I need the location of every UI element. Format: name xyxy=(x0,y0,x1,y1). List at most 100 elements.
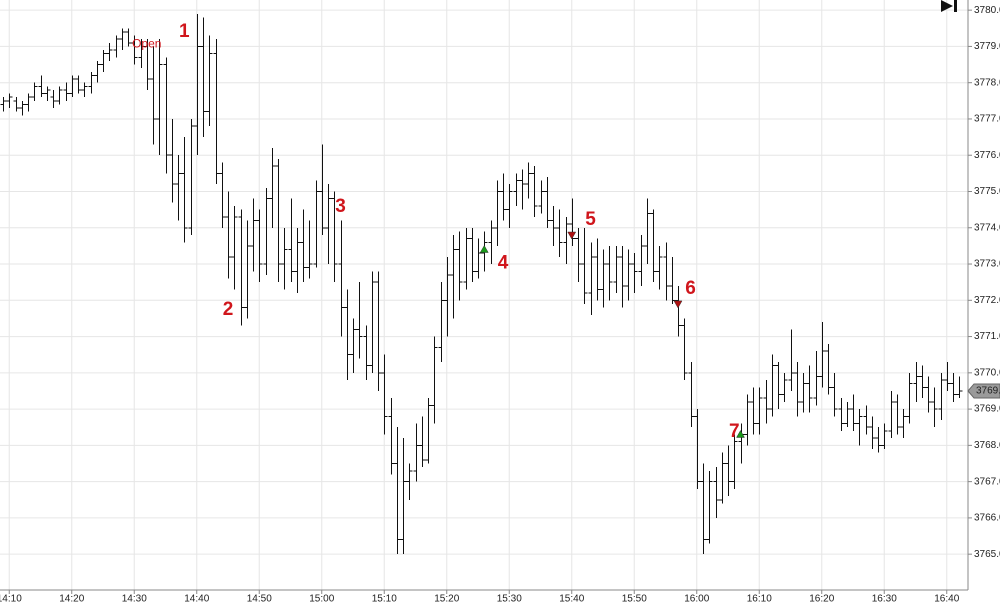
ohlc-bar xyxy=(300,209,307,283)
ohlc-bar xyxy=(900,409,907,439)
ohlc-bar xyxy=(331,191,338,283)
ohlc-bar xyxy=(306,220,313,279)
ohlc-bar xyxy=(775,361,782,410)
ohlc-bar xyxy=(538,180,545,214)
ohlc-bar xyxy=(600,249,607,308)
ohlc-bar xyxy=(494,180,501,246)
ohlc-bar xyxy=(50,89,57,109)
signal-marker xyxy=(479,245,489,253)
ohlc-bar xyxy=(763,380,770,424)
y-tick-label: 3776.0 xyxy=(974,150,1000,161)
ohlc-bar xyxy=(800,372,807,413)
ohlc-bar xyxy=(156,39,163,156)
ohlc-bar xyxy=(725,445,732,497)
ohlc-bar xyxy=(381,354,388,435)
y-tick-label: 3772.0 xyxy=(974,295,1000,306)
ohlc-bar xyxy=(431,336,438,424)
ohlc-bar xyxy=(675,285,682,337)
ohlc-bar xyxy=(144,39,151,90)
ohlc-bar xyxy=(113,35,120,58)
ohlc-bar xyxy=(256,209,263,283)
ohlc-bar xyxy=(438,282,445,362)
ohlc-bar xyxy=(456,231,463,301)
ohlc-bar xyxy=(388,398,395,475)
ohlc-bar xyxy=(956,376,963,399)
ohlc-bar xyxy=(13,97,20,112)
play-icon[interactable] xyxy=(941,0,953,12)
ohlc-bar xyxy=(263,187,270,275)
ohlc-bar xyxy=(406,463,413,500)
signal-marker xyxy=(567,231,577,240)
annotation: 1 xyxy=(179,21,190,42)
x-tick-label: 16:00 xyxy=(684,594,709,605)
ohlc-bar xyxy=(225,191,232,279)
ohlc-bar xyxy=(63,82,70,101)
ohlc-bar xyxy=(781,372,788,402)
ohlc-bar xyxy=(69,75,76,98)
y-tick-label: 3768.0 xyxy=(974,440,1000,451)
end-icon[interactable] xyxy=(954,0,957,12)
ohlc-bar xyxy=(644,198,651,265)
ohlc-bar xyxy=(375,271,382,391)
y-tick-label: 3766.0 xyxy=(974,513,1000,524)
ohlc-bar xyxy=(550,206,557,246)
ohlc-bar xyxy=(425,398,432,464)
ohlc-bar xyxy=(688,361,695,428)
ohlc-bar xyxy=(631,253,638,294)
ohlc-bar xyxy=(325,184,332,265)
x-tick-label: 16:20 xyxy=(809,594,834,605)
ohlc-bar xyxy=(556,209,563,257)
ohlc-bar xyxy=(394,427,401,555)
annotation: 6 xyxy=(685,278,696,299)
signal-marker xyxy=(673,300,683,309)
y-tick-label: 3770.0 xyxy=(974,367,1000,378)
x-tick-label: 16:10 xyxy=(747,594,772,605)
ohlc-bar xyxy=(463,227,470,290)
ohlc-bar xyxy=(413,423,420,482)
ohlc-bar xyxy=(919,365,926,399)
ohlc-bar xyxy=(619,245,626,308)
ohlc-bar xyxy=(506,184,513,228)
ohlc-bar xyxy=(719,452,726,504)
ohlc-bar xyxy=(313,180,320,268)
ohlc-bar xyxy=(500,173,507,221)
y-tick-label: 3773.0 xyxy=(974,259,1000,270)
ohlc-bar xyxy=(863,405,870,435)
ohlc-bar xyxy=(231,206,238,290)
annotation: 2 xyxy=(223,299,234,320)
y-tick-label: 3779.0 xyxy=(974,41,1000,52)
ohlc-bar xyxy=(350,318,357,373)
x-tick-label: 15:30 xyxy=(497,594,522,605)
ohlc-bar xyxy=(825,343,832,395)
ohlc-bar xyxy=(44,86,51,101)
ohlc-bar xyxy=(700,463,707,555)
ohlc-bar xyxy=(56,86,63,105)
x-tick-label: 14:10 xyxy=(0,594,22,605)
ohlc-bar xyxy=(938,372,945,420)
ohlc-bar xyxy=(888,390,895,439)
end-button[interactable] xyxy=(941,0,957,12)
ohlc-bar xyxy=(163,57,170,174)
ohlc-bar xyxy=(650,209,657,283)
ohlc-bar xyxy=(444,256,451,337)
ohlc-bar xyxy=(281,227,288,290)
ohlc-bar xyxy=(363,325,370,381)
ohlc-bar xyxy=(119,28,126,51)
x-tick-label: 15:50 xyxy=(622,594,647,605)
ohlc-bar xyxy=(731,434,738,489)
ohlc-bar xyxy=(713,467,720,518)
ohlc-bar xyxy=(819,322,826,388)
ohlc-bar xyxy=(244,220,251,319)
ohlc-bar xyxy=(594,238,601,301)
x-tick-label: 15:20 xyxy=(434,594,459,605)
ohlc-bar xyxy=(419,416,426,468)
ohlc-bar xyxy=(294,227,301,294)
ohlc-bar xyxy=(869,416,876,449)
ohlc-bar xyxy=(525,162,532,199)
x-tick-label: 15:00 xyxy=(309,594,334,605)
y-tick-label: 3778.0 xyxy=(974,77,1000,88)
ohlc-bar xyxy=(881,423,888,449)
ohlc-bar xyxy=(694,409,701,489)
ohlc-bar xyxy=(275,158,282,283)
